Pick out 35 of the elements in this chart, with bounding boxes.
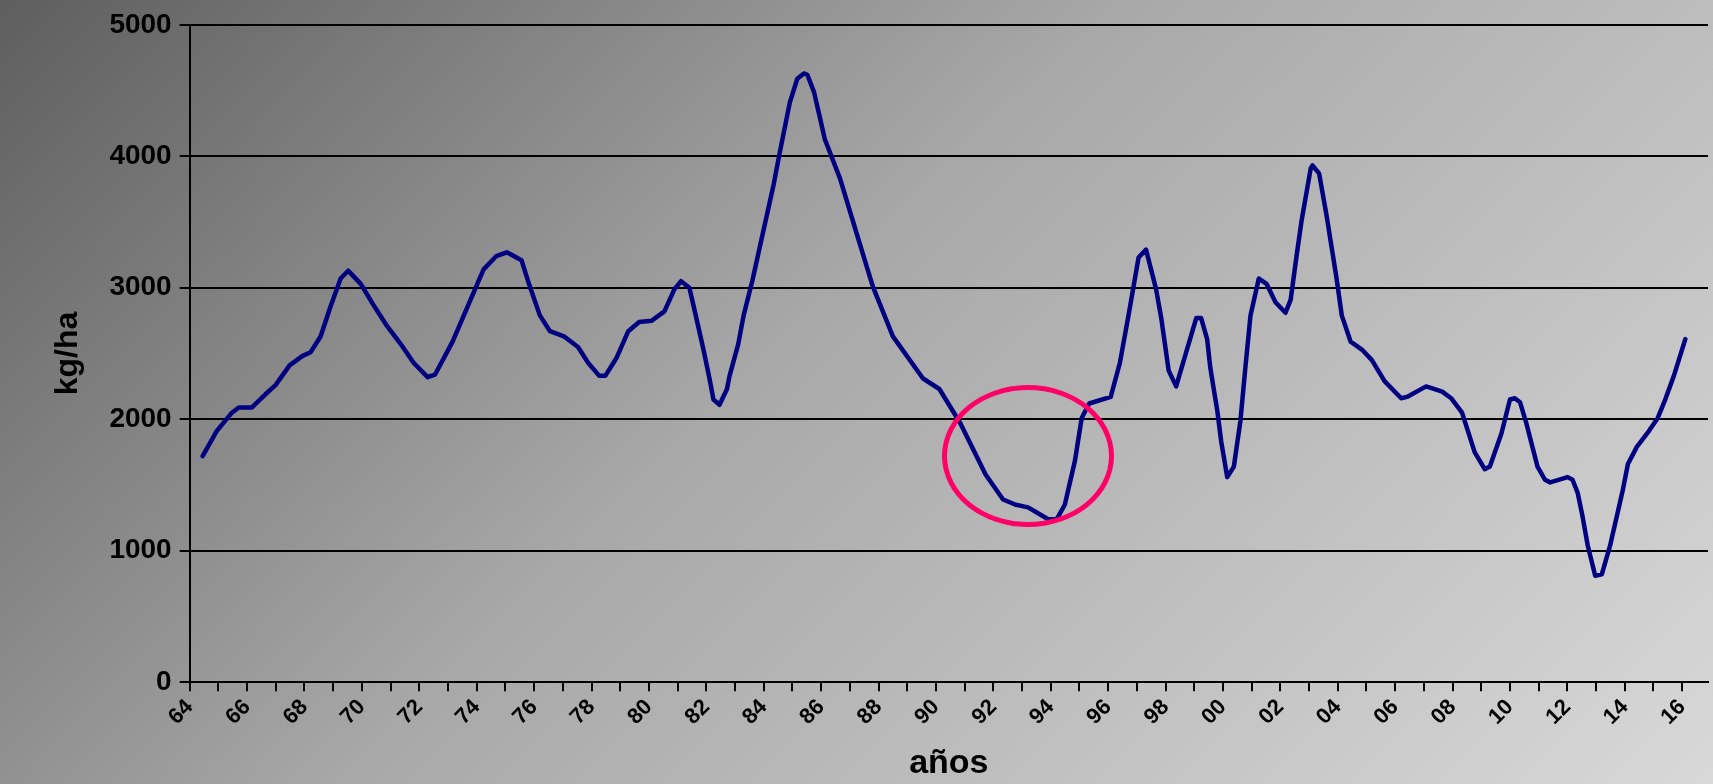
x-tick-label: 16 xyxy=(1655,693,1690,729)
x-tick-label: 78 xyxy=(564,693,600,729)
x-tick-label: 06 xyxy=(1367,693,1403,729)
x-tick-label: 86 xyxy=(793,693,829,729)
x-tick-label: 72 xyxy=(392,693,428,729)
x-tick-label: 12 xyxy=(1540,693,1576,729)
x-tick-label: 90 xyxy=(908,693,944,729)
y-tick-label: 1000 xyxy=(109,533,172,565)
y-tick-label: 0 xyxy=(156,664,172,696)
x-tick-label: 94 xyxy=(1023,693,1060,729)
x-tick-label: 04 xyxy=(1310,693,1347,729)
x-tick-label: 96 xyxy=(1080,693,1116,729)
x-tick-label: 84 xyxy=(736,693,773,729)
x-tick-label: 76 xyxy=(506,693,542,729)
x-tick-label: 82 xyxy=(679,693,715,729)
x-tick-label: 00 xyxy=(1195,693,1231,729)
x-tick-label: 74 xyxy=(449,693,486,729)
y-axis-title: kg/ha xyxy=(48,311,85,396)
x-tick-label: 68 xyxy=(277,693,313,729)
x-tick-label: 88 xyxy=(851,693,887,729)
x-tick-label: 08 xyxy=(1425,693,1461,729)
x-tick-label: 66 xyxy=(219,693,255,729)
y-tick-label: 5000 xyxy=(109,7,172,39)
x-axis-title: años xyxy=(909,741,989,780)
x-tick-label: 10 xyxy=(1482,693,1518,729)
x-tick-label: 92 xyxy=(966,693,1002,729)
x-tick-label: 14 xyxy=(1597,693,1634,729)
y-tick-label: 2000 xyxy=(109,401,172,433)
x-tick-label: 02 xyxy=(1253,693,1289,729)
x-tick-label: 64 xyxy=(162,693,199,729)
x-tick-label: 98 xyxy=(1138,693,1174,729)
x-tick-label: 70 xyxy=(334,693,370,729)
y-tick-label: 3000 xyxy=(109,270,172,302)
x-tick-label: 80 xyxy=(621,693,657,729)
y-tick-label: 4000 xyxy=(109,139,172,170)
